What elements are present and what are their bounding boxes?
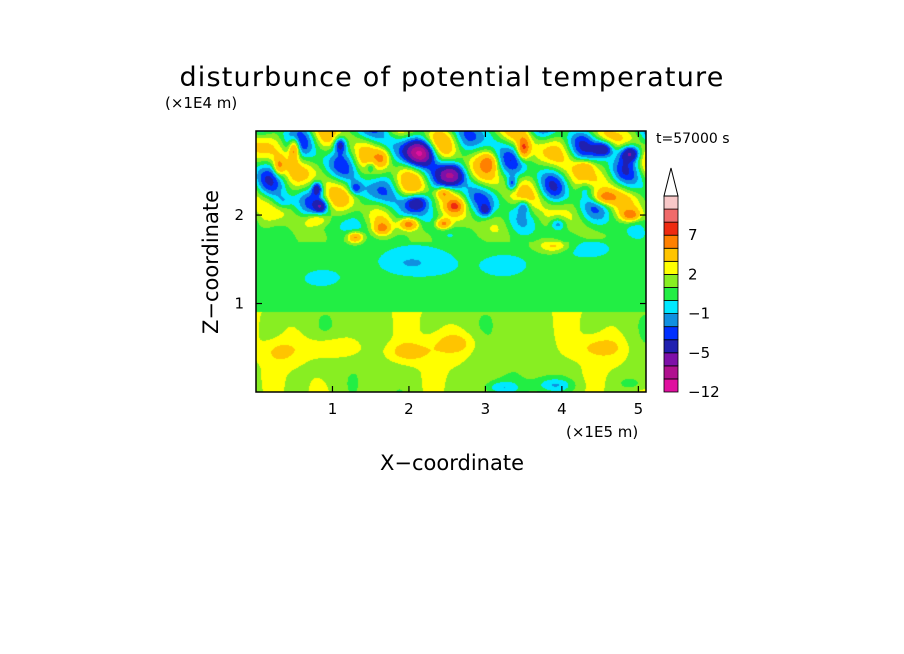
- colorbar-bin: [663, 234, 679, 249]
- x-axis-ticks: 1 2 3 4 5: [328, 131, 643, 418]
- x-tick-label: 4: [557, 400, 567, 418]
- colorbar-extend-arrow: [663, 167, 679, 197]
- colorbar-bin: [663, 313, 679, 328]
- time-label: t=57000 s: [656, 131, 730, 147]
- colorbar-bin: [663, 260, 679, 275]
- y-axis-ticks: 12: [234, 206, 646, 313]
- colorbar-tick-label: −12: [688, 383, 720, 401]
- colorbar-tick-label: 7: [688, 226, 698, 244]
- y-axis-label: Z−coordinate: [199, 190, 223, 334]
- colorbar-bin: [663, 300, 679, 314]
- x-tick-label: 5: [634, 400, 644, 418]
- y-tick-label: 1: [234, 295, 244, 313]
- x-tick-label: 2: [404, 400, 414, 418]
- colorbar-tick-label: −5: [688, 344, 710, 362]
- y-axis-unit: (×1E4 m): [165, 94, 237, 112]
- colorbar-bin: [663, 221, 679, 236]
- colorbar-bin: [663, 208, 679, 223]
- chart-title: disturbunce of potential temperature: [179, 62, 724, 93]
- colorbar-bin: [663, 365, 679, 380]
- x-axis-label: X−coordinate: [380, 451, 524, 475]
- y-tick-label: 2: [234, 206, 244, 224]
- colorbar-bin: [663, 287, 679, 301]
- colorbar: 7 2 −1 −5 −12: [663, 167, 720, 401]
- colorbar-bin: [663, 326, 679, 341]
- x-tick-label: 1: [328, 400, 338, 418]
- colorbar-tick-label: 2: [688, 265, 698, 283]
- x-axis-unit: (×1E5 m): [566, 423, 638, 441]
- colorbar-bin: [663, 378, 679, 393]
- colorbar-bin: [663, 247, 679, 262]
- colorbar-bin: [663, 195, 679, 210]
- heatmap-field: [256, 131, 646, 392]
- x-tick-label: 3: [481, 400, 491, 418]
- colorbar-tick-label: −1: [688, 305, 710, 323]
- colorbar-bin: [663, 352, 679, 367]
- colorbar-bin: [663, 273, 679, 288]
- plot-frame: [255, 130, 647, 393]
- colorbar-bin: [663, 339, 679, 354]
